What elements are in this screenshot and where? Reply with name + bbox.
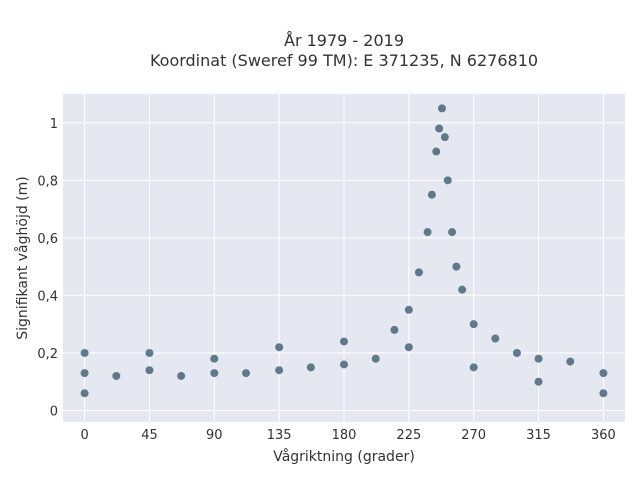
data-point bbox=[404, 343, 413, 352]
data-point bbox=[423, 228, 432, 237]
data-point bbox=[491, 334, 500, 343]
gridlines bbox=[63, 94, 625, 422]
x-tick-label: 45 bbox=[141, 428, 158, 443]
x-tick-label: 135 bbox=[267, 428, 292, 443]
data-point bbox=[437, 104, 446, 113]
y-tick-label: 0,2 bbox=[37, 347, 58, 362]
data-point bbox=[599, 369, 608, 378]
data-point bbox=[432, 147, 441, 156]
data-point bbox=[80, 369, 89, 378]
x-tick-label: 270 bbox=[461, 428, 486, 443]
data-point bbox=[448, 228, 457, 237]
x-tick-label: 315 bbox=[526, 428, 551, 443]
data-point bbox=[440, 133, 449, 142]
data-point bbox=[414, 268, 423, 277]
data-point bbox=[458, 285, 467, 294]
x-tick-label: 360 bbox=[591, 428, 616, 443]
data-point bbox=[275, 366, 284, 375]
chart-title-line1: År 1979 - 2019 bbox=[284, 31, 404, 50]
y-tick-label: 0,8 bbox=[37, 174, 58, 189]
x-tick-label: 90 bbox=[206, 428, 223, 443]
data-point bbox=[512, 348, 521, 357]
data-point bbox=[112, 371, 121, 380]
data-point bbox=[599, 389, 608, 398]
data-points bbox=[80, 104, 608, 398]
data-point bbox=[145, 366, 154, 375]
data-point bbox=[452, 262, 461, 271]
data-point bbox=[306, 363, 315, 372]
x-tick-label: 225 bbox=[396, 428, 421, 443]
y-tick-label: 0 bbox=[50, 404, 58, 419]
y-tick-label: 0,4 bbox=[37, 289, 58, 304]
data-point bbox=[80, 389, 89, 398]
data-point bbox=[242, 369, 251, 378]
data-point bbox=[275, 343, 284, 352]
x-axis-title: Vågriktning (grader) bbox=[273, 448, 415, 465]
data-point bbox=[427, 190, 436, 199]
data-point bbox=[534, 377, 543, 386]
data-point bbox=[435, 124, 444, 133]
x-tick-label: 0 bbox=[80, 428, 88, 443]
data-point bbox=[371, 354, 380, 363]
data-point bbox=[340, 360, 348, 369]
data-point bbox=[210, 354, 219, 363]
chart-title-line2: Koordinat (Sweref 99 TM): E 371235, N 62… bbox=[150, 51, 538, 70]
data-point bbox=[443, 176, 452, 185]
data-point bbox=[404, 305, 413, 314]
y-tick-label: 0,6 bbox=[37, 232, 58, 247]
data-point bbox=[390, 325, 399, 334]
x-tick-labels: 0 45 90 135 180 225 270 315 360 bbox=[80, 428, 615, 443]
y-tick-label: 1 bbox=[50, 117, 58, 132]
y-axis-title: Signifikant våghöjd (m) bbox=[14, 176, 31, 339]
data-point bbox=[469, 363, 478, 372]
data-point bbox=[534, 354, 543, 363]
x-tick-label: 180 bbox=[332, 428, 357, 443]
y-tick-labels: 0 0,2 0,4 0,6 0,8 1 bbox=[37, 117, 58, 420]
data-point bbox=[80, 348, 89, 357]
data-point bbox=[177, 371, 186, 380]
data-point bbox=[210, 369, 219, 378]
data-point bbox=[566, 357, 575, 366]
data-point bbox=[340, 337, 348, 346]
data-point bbox=[145, 348, 154, 357]
data-point bbox=[469, 320, 478, 329]
